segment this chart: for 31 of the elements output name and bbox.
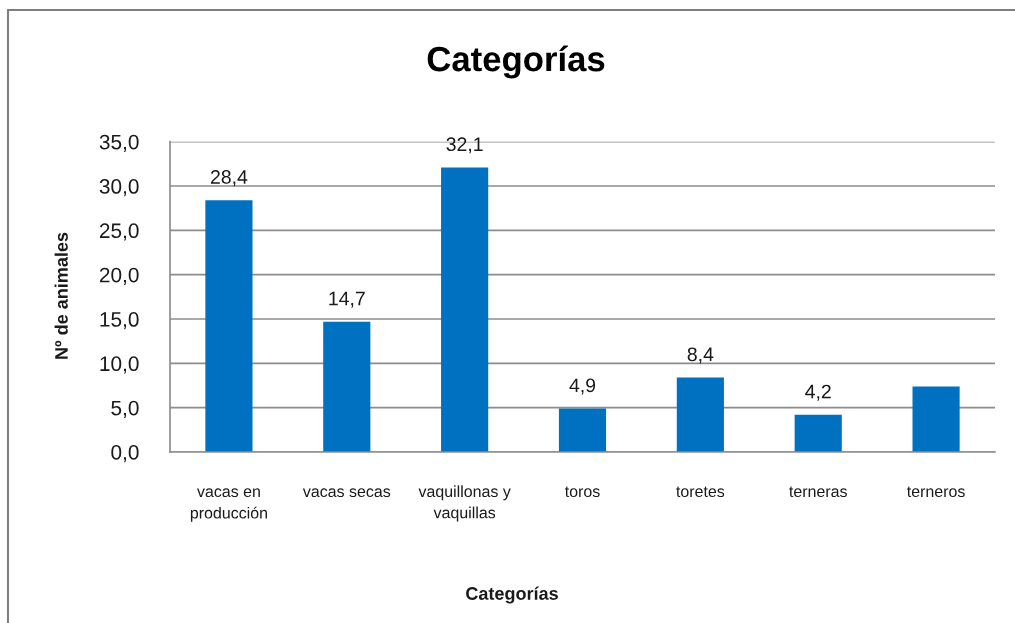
data-label: 14,7	[329, 291, 365, 308]
x-tick-label: terneras	[789, 486, 847, 498]
x-axis-title: Categorías	[466, 586, 558, 604]
data-label: 4,2	[805, 384, 831, 401]
bar	[912, 386, 960, 452]
x-tick-label: vacas secas	[302, 488, 391, 498]
x-tick-label: toretes	[676, 486, 725, 498]
y-tick-label: 20,0	[99, 267, 139, 285]
x-tick-label: terneros	[907, 486, 965, 498]
x-tick-label: vaquillonas y vaquillas	[418, 485, 511, 522]
y-tick-label: 10,0	[100, 356, 139, 374]
y-tick-label: 25,0	[99, 223, 139, 241]
data-label: 32,1	[446, 137, 483, 154]
bar	[794, 414, 842, 452]
data-label: 8,4	[687, 347, 714, 364]
y-tick-label: 15,0	[100, 312, 139, 330]
bar	[205, 200, 253, 452]
chart-title: Categorías	[427, 45, 605, 79]
bar	[676, 377, 724, 452]
y-axis-title: Nº de animales	[54, 232, 68, 359]
y-tick-label: 35,0	[99, 134, 139, 152]
bar	[558, 408, 607, 452]
y-tick-label: 30,0	[99, 179, 139, 197]
data-label: 4,9	[569, 378, 596, 395]
bar	[441, 167, 489, 452]
data-label: 28,4	[210, 170, 248, 187]
y-tick-label: 5,0	[111, 400, 139, 418]
y-tick-label: 0,0	[111, 445, 139, 463]
x-tick-label: toros	[564, 486, 600, 498]
bar	[323, 321, 371, 452]
x-tick-label: vacas en producción	[190, 488, 267, 522]
